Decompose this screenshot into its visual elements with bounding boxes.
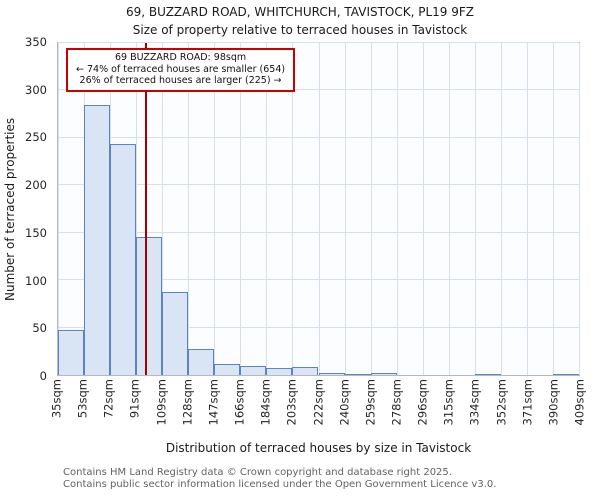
gridline-horizontal [58, 184, 579, 186]
x-tick-label: 296sqm [415, 379, 430, 426]
gridline-vertical [500, 43, 502, 375]
gridline-horizontal [58, 231, 579, 233]
footer: Contains HM Land Registry data © Crown c… [63, 467, 496, 490]
x-tick-label: 315sqm [441, 379, 456, 426]
y-tick-label: 50 [32, 321, 47, 336]
x-axis-ticks: 35sqm 53sqm 72sqm 91sqm 109sqm 128sqm 147sqm 16… [50, 379, 587, 439]
histogram-bar [84, 104, 111, 375]
x-tick-label: 409sqm [572, 379, 587, 426]
gridline-horizontal [58, 326, 579, 328]
histogram-bar [240, 366, 267, 375]
gridline-vertical [58, 43, 59, 375]
gridline-vertical [448, 43, 450, 375]
x-tick-label: 240sqm [337, 379, 352, 426]
gridline-vertical [214, 43, 216, 375]
x-tick-label: 184sqm [258, 379, 273, 426]
x-tick-label: 371sqm [520, 379, 535, 426]
histogram-bar [266, 368, 293, 375]
gridline-vertical [526, 43, 528, 375]
gridline-vertical [292, 43, 294, 375]
gridline-vertical [422, 43, 424, 375]
gridline-vertical [318, 43, 320, 375]
x-tick-label: 91sqm [127, 379, 142, 419]
x-tick-label: 128sqm [180, 379, 195, 426]
histogram-bar [474, 374, 501, 375]
annotation-larger-text: 26% of terraced houses are larger (225) … [79, 75, 282, 86]
footer-line2: Contains public sector information licen… [63, 478, 497, 490]
gridline-vertical [162, 43, 164, 375]
x-tick-label: 278sqm [389, 379, 404, 426]
histogram-bar [58, 330, 85, 375]
histogram-bar [344, 374, 371, 375]
plot-area: 69 BUZZARD ROAD: 98sqm ← 74% of terraced… [57, 42, 580, 376]
gridline-vertical [240, 43, 242, 375]
histogram-bar [188, 349, 215, 375]
x-tick-label: 352sqm [494, 379, 509, 426]
x-tick-label: 109sqm [154, 379, 169, 426]
gridline-horizontal [58, 42, 579, 43]
annotation-box: 69 BUZZARD ROAD: 98sqm ← 74% of terraced… [66, 48, 296, 92]
gridline-vertical [552, 43, 554, 375]
gridline-vertical [266, 43, 268, 375]
gridline-horizontal [58, 136, 579, 138]
histogram-bar [110, 143, 137, 375]
x-tick-label: 166sqm [232, 379, 247, 426]
histogram-bar [214, 363, 241, 375]
gridline-vertical [370, 43, 372, 375]
gridline-vertical [396, 43, 398, 375]
y-tick-label: 150 [25, 225, 47, 240]
chart-title: 69, BUZZARD ROAD, WHITCHURCH, TAVISTOCK,… [125, 5, 475, 19]
y-tick-label: 250 [25, 130, 47, 145]
x-axis-label: Distribution of terraced houses by size … [165, 441, 472, 455]
y-tick-label: 350 [25, 35, 47, 49]
y-tick-label: 100 [25, 273, 47, 288]
histogram-bar [370, 373, 397, 375]
gridline-horizontal [58, 279, 579, 281]
x-tick-label: 35sqm [49, 379, 64, 419]
histogram-bar [136, 236, 163, 375]
footer-line1: Contains HM Land Registry data © Crown c… [63, 467, 452, 478]
x-tick-label: 222sqm [311, 379, 325, 426]
histogram-bar [318, 373, 345, 375]
x-tick-label: 203sqm [284, 379, 299, 426]
y-axis-ticks: 0 50 100 150 200 250 300 350 [0, 36, 53, 382]
annotation-title: 69 BUZZARD ROAD: 98sqm [114, 52, 247, 63]
histogram-bar [552, 374, 579, 375]
annotation-smaller-text: ← 74% of terraced houses are smaller (65… [76, 63, 286, 75]
y-tick-label: 200 [25, 178, 47, 193]
gridline-vertical [344, 43, 346, 375]
y-tick-label: 300 [25, 82, 47, 97]
histogram-bar [162, 291, 189, 375]
gridline-horizontal [58, 89, 579, 91]
gridline-vertical [136, 43, 138, 375]
x-tick-label: 334sqm [467, 379, 482, 426]
x-tick-label: 390sqm [546, 379, 561, 426]
histogram-bar [292, 367, 319, 375]
x-tick-label: 72sqm [101, 379, 116, 419]
x-tick-label: 147sqm [206, 379, 221, 426]
gridline-vertical [579, 43, 580, 375]
y-tick-label: 0 [39, 369, 47, 383]
chart-subtitle: Size of property relative to terraced ho… [132, 23, 468, 37]
x-tick-label: 259sqm [363, 379, 378, 426]
gridline-vertical [474, 43, 476, 375]
marker-line [145, 43, 148, 375]
gridline-vertical [188, 43, 190, 375]
x-tick-label: 53sqm [75, 379, 90, 419]
